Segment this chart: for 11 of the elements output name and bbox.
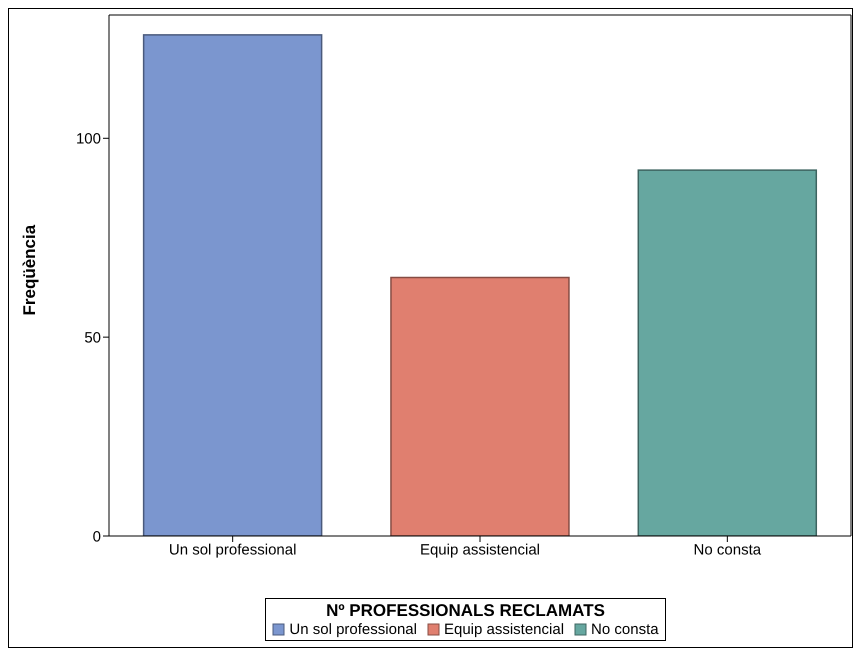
x-tick-label: Equip assistencial [420, 542, 540, 559]
legend-title: Nº PROFESSIONALS RECLAMATS [325, 601, 606, 621]
y-tick-label: 0 [92, 528, 101, 546]
y-tick-label: 100 [76, 130, 101, 148]
legend-label: Un sol professional [289, 621, 417, 638]
y-tick-label: 50 [84, 329, 101, 346]
legend-label: Equip assistencial [444, 621, 564, 638]
y-axis-title: Freqüència [20, 224, 40, 316]
x-tick-label: No consta [694, 542, 762, 559]
x-tick-label: Un sol professional [168, 542, 296, 559]
legend-label: No consta [591, 621, 659, 638]
